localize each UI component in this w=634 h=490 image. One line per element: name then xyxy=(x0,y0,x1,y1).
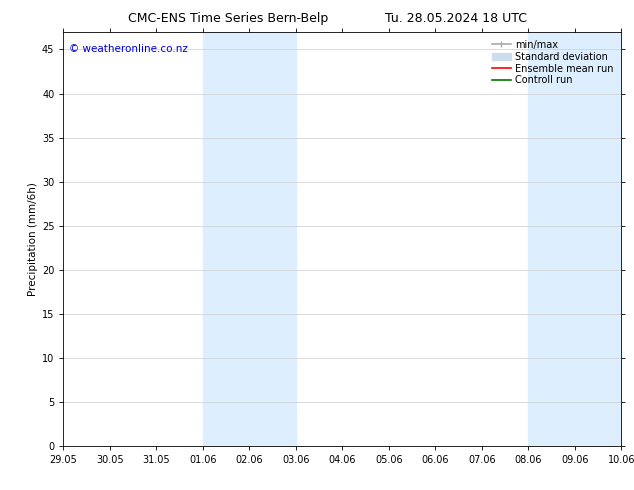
Text: Tu. 28.05.2024 18 UTC: Tu. 28.05.2024 18 UTC xyxy=(385,12,527,25)
Y-axis label: Precipitation (mm/6h): Precipitation (mm/6h) xyxy=(28,182,37,296)
Legend: min/max, Standard deviation, Ensemble mean run, Controll run: min/max, Standard deviation, Ensemble me… xyxy=(489,37,616,88)
Text: CMC-ENS Time Series Bern-Belp: CMC-ENS Time Series Bern-Belp xyxy=(128,12,328,25)
Text: © weatheronline.co.nz: © weatheronline.co.nz xyxy=(69,44,188,54)
Bar xyxy=(528,32,621,446)
Bar xyxy=(203,32,296,446)
